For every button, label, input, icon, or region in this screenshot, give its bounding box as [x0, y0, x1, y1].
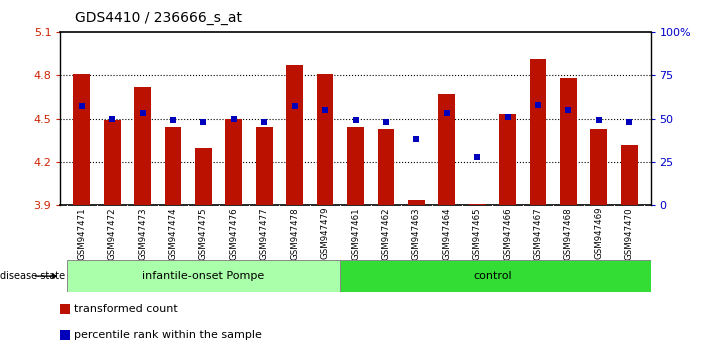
Bar [439, 94, 455, 205]
Text: GSM947463: GSM947463 [412, 207, 421, 259]
Text: percentile rank within the sample: percentile rank within the sample [74, 330, 262, 341]
Text: GSM947461: GSM947461 [351, 207, 360, 259]
Bar [499, 114, 516, 205]
Text: GSM947462: GSM947462 [381, 207, 390, 259]
Text: GSM947478: GSM947478 [290, 207, 299, 259]
Bar [469, 204, 486, 205]
Text: GSM947471: GSM947471 [77, 207, 86, 259]
Text: GDS4410 / 236666_s_at: GDS4410 / 236666_s_at [75, 11, 242, 25]
Bar [195, 148, 212, 205]
Text: transformed count: transformed count [74, 304, 178, 314]
Text: GSM947469: GSM947469 [594, 207, 604, 259]
Bar [591, 129, 607, 205]
Bar [560, 78, 577, 205]
Text: GSM947479: GSM947479 [321, 207, 330, 259]
Bar [347, 127, 364, 205]
Bar [341, 260, 660, 292]
Bar [287, 65, 303, 205]
Text: GSM947470: GSM947470 [625, 207, 634, 259]
Bar [225, 119, 242, 205]
Text: infantile-onset Pompe: infantile-onset Pompe [142, 271, 264, 281]
Bar [73, 74, 90, 205]
Text: disease state: disease state [0, 271, 65, 281]
Bar [621, 144, 638, 205]
Text: control: control [473, 271, 512, 281]
Bar [104, 120, 120, 205]
Text: GSM947473: GSM947473 [138, 207, 147, 259]
Bar [256, 127, 272, 205]
Text: GSM947474: GSM947474 [169, 207, 178, 259]
Bar [530, 59, 546, 205]
Text: GSM947466: GSM947466 [503, 207, 512, 259]
Text: GSM947472: GSM947472 [107, 207, 117, 259]
Bar [134, 87, 151, 205]
Bar [316, 74, 333, 205]
Text: GSM947468: GSM947468 [564, 207, 573, 259]
Bar [408, 200, 424, 205]
Text: GSM947477: GSM947477 [260, 207, 269, 259]
Text: GSM947467: GSM947467 [533, 207, 542, 259]
Text: GSM947475: GSM947475 [199, 207, 208, 259]
Bar [165, 127, 181, 205]
Text: GSM947464: GSM947464 [442, 207, 451, 259]
Bar [67, 260, 341, 292]
Text: GSM947476: GSM947476 [230, 207, 238, 259]
Text: GSM947465: GSM947465 [473, 207, 481, 259]
Bar [378, 129, 395, 205]
